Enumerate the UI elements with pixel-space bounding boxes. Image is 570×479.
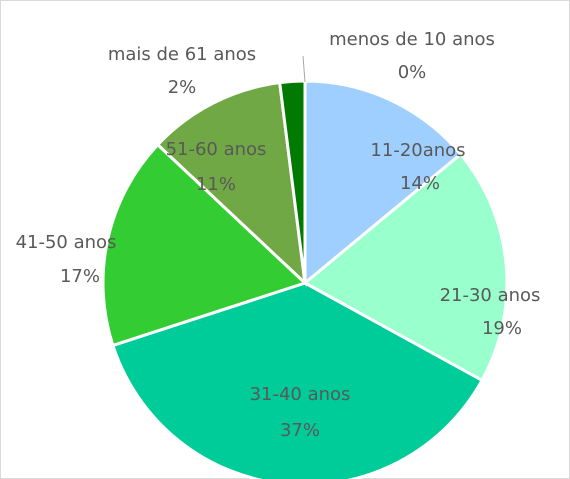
slice-category-label: 31-40 anos — [250, 384, 351, 405]
slice-category-label: 21-30 anos — [440, 285, 541, 306]
pie-slice — [110, 281, 485, 479]
pie-slice — [155, 80, 308, 287]
slice-value-label: 0% — [398, 62, 427, 83]
pie-slice — [101, 142, 308, 348]
slice-value-label: 11% — [196, 174, 236, 195]
slice-value-label: 14% — [400, 173, 440, 194]
pie — [101, 79, 509, 479]
leader-line — [302, 55, 306, 83]
slice-category-label: 51-60 anos — [166, 139, 267, 160]
slice-category-label: mais de 61 anos — [108, 44, 256, 65]
pie-slice — [303, 79, 463, 287]
slice-value-label: 2% — [168, 77, 197, 98]
slice-value-label: 37% — [280, 420, 320, 441]
slice-category-label: menos de 10 anos — [329, 29, 495, 50]
slice-category-label: 11-20anos — [370, 140, 465, 161]
slice-value-label: 17% — [60, 266, 100, 287]
slice-category-label: 41-50 anos — [16, 232, 117, 253]
slice-value-label: 19% — [482, 318, 522, 339]
pie-slice — [302, 152, 509, 383]
